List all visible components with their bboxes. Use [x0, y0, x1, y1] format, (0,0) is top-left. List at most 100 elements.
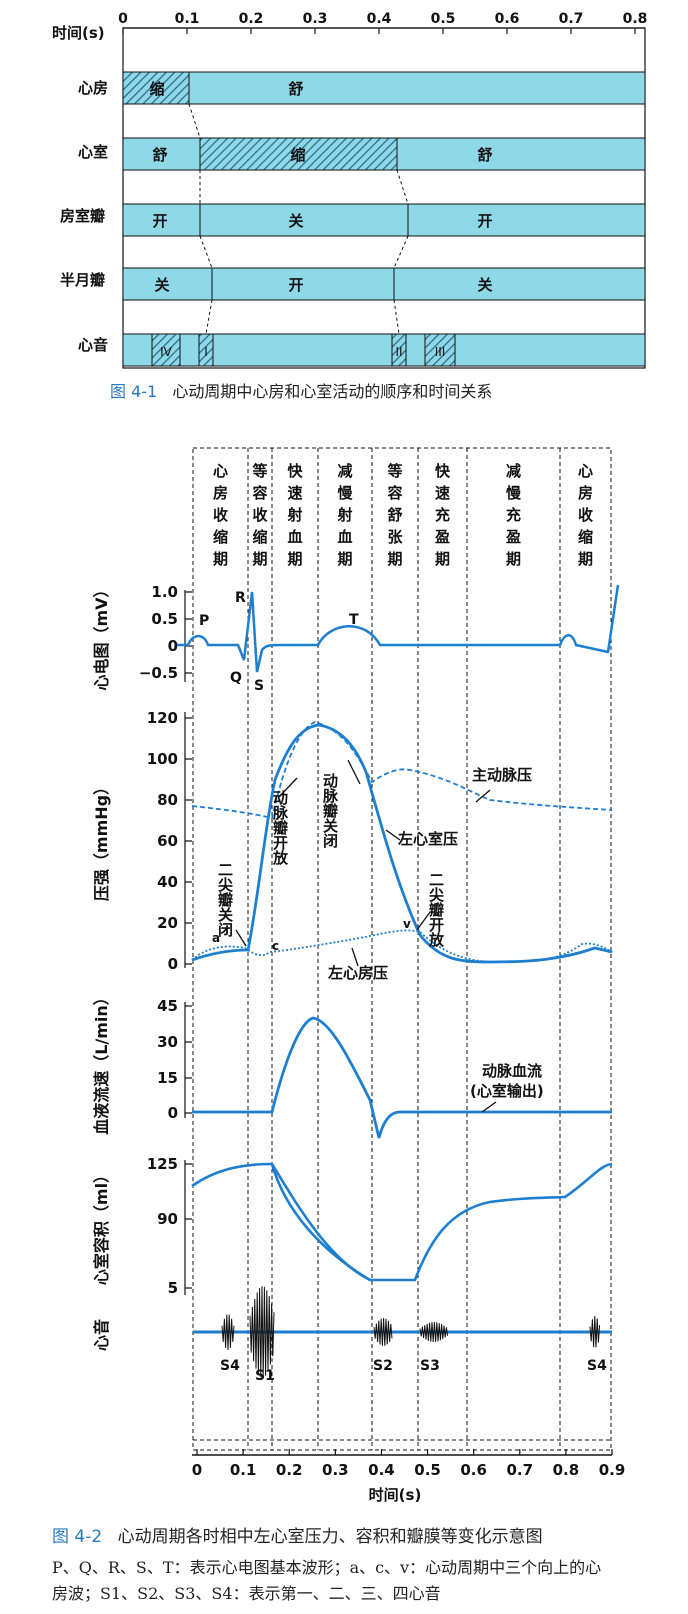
phase-label-char: 充 — [435, 506, 450, 524]
volume-ylabel: 心室容积（ml） — [92, 1167, 111, 1285]
phase-label-char: 期 — [506, 550, 521, 568]
annot-cardiac-output: (心室输出) — [470, 1082, 544, 1100]
phase-label-char: 房 — [213, 484, 228, 502]
fig1-sound-II-block — [391, 333, 407, 367]
fig1-tick-label: 0.1 — [175, 11, 200, 27]
phase-label-char: 期 — [252, 550, 267, 568]
x-tick-label: 0.5 — [414, 1461, 441, 1479]
pressure-tick-label: 80 — [157, 791, 178, 809]
ecg-label-R: R — [235, 590, 246, 606]
fig1-row-label-atrium: 心房 — [78, 79, 108, 97]
annot-aortic-pressure: 主动脉压 — [472, 766, 532, 784]
S3-burst — [419, 1321, 449, 1343]
flow-ylabel: 血液流速（L/min） — [92, 989, 111, 1135]
fig1-row-label-semilunar-valve: 半月瓣 — [60, 271, 105, 289]
ecg-label-T: T — [349, 612, 359, 628]
phase-label-char: 期 — [387, 550, 402, 568]
ecg-trace — [177, 584, 620, 673]
x-axis-label: 时间(s) — [369, 1486, 422, 1504]
x-tick-label: 0.7 — [506, 1461, 533, 1479]
volume-tick-label: 5 — [168, 1279, 178, 1297]
phase-label-char: 期 — [578, 550, 593, 568]
phase-label-char: 期 — [213, 550, 228, 568]
sound-ylabel: 心音 — [92, 1319, 111, 1351]
volume-tick-label: 125 — [147, 1155, 178, 1173]
ecg-ylabel: 心电图（mV） — [92, 581, 111, 690]
fig1-tick-label: 0.2 — [239, 11, 264, 27]
x-tick-label: 0 — [192, 1461, 202, 1479]
fig1-caption-number: 图 4-1 — [110, 382, 158, 401]
fig2-phase-dividers — [193, 448, 611, 1450]
pressure-ylabel: 压强（mmHg） — [92, 779, 111, 901]
sound-label-S4-b: S4 — [587, 1358, 607, 1374]
S1-burst — [249, 1286, 275, 1378]
phase-label-char: 心 — [578, 462, 593, 480]
pressure-tick-label: 100 — [147, 750, 178, 768]
fig1-av-valve-open-text-2: 开 — [477, 212, 492, 230]
pressure-tick-label: 0 — [168, 955, 178, 973]
fig1-av-valve-band — [122, 203, 646, 237]
ecg-tick-label: 0.5 — [151, 610, 178, 628]
ecg-label-Q: Q — [230, 670, 242, 686]
sound-label-S4-a: S4 — [220, 1358, 240, 1374]
annot-left-ventricular-pressure: 左心室压 — [397, 830, 458, 848]
phase-label-char: 慢 — [506, 484, 522, 502]
phase-label-char: 速 — [287, 484, 302, 502]
fig1-time-ticks: 0 0.1 0.2 0.3 0.4 0.5 0.6 0.7 0.8 — [118, 11, 647, 34]
flow-tick-label: 15 — [157, 1069, 178, 1087]
fig1-tick-label: 0.8 — [623, 11, 648, 27]
fig2-caption-number: 图 4-2 — [52, 1527, 103, 1547]
fig1-sound-II-label: II — [395, 345, 402, 359]
ecg-label-P: P — [199, 613, 209, 629]
pressure-tick-label: 120 — [147, 709, 178, 727]
fig2-heart-sound-panel: 心音 S4 S1 S2 S3 S4 — [92, 1286, 612, 1384]
phase-label-char: 心 — [213, 462, 228, 480]
ecg-tick-label: 0 — [168, 637, 178, 655]
fig2-cardiac-cycle-diagram: 心房收缩期等容收缩期快速射血期减慢射血期等容舒张期快速充盈期减慢充盈期心房收缩期… — [92, 447, 625, 1504]
ecg-tick-label: −0.5 — [139, 664, 178, 682]
fig1-ventricle-relax-band-1 — [122, 137, 201, 171]
flow-tick-label: 45 — [157, 997, 178, 1015]
phase-label-char: 射 — [336, 506, 352, 524]
annot-c-wave: c — [272, 939, 279, 953]
phase-label-char: 期 — [337, 550, 352, 568]
fig2-caption: 图 4-2 心动周期各时相中左心室压力、容积和瓣膜等变化示意图 — [52, 1522, 543, 1547]
fig1-atrium-contract-text: 缩 — [149, 80, 164, 98]
aortic-flow-curve — [192, 1016, 612, 1139]
sound-label-S1: S1 — [255, 1368, 275, 1384]
pressure-tick-label: 20 — [157, 914, 178, 932]
heart-sound-bursts — [221, 1286, 601, 1378]
fig1-av-valve-open-text-1: 开 — [152, 212, 167, 230]
phase-label-char: 舒 — [387, 506, 402, 524]
ventricular-volume-curve-outer — [191, 1162, 613, 1282]
phase-label-char: 射 — [286, 506, 302, 524]
phase-label-char: 张 — [387, 528, 403, 546]
fig1-ventricle-relax-band-2 — [396, 137, 646, 171]
phase-label-char: 充 — [506, 506, 521, 524]
annot-mitral-valve-close: 二尖瓣关闭 — [216, 862, 234, 938]
flow-annotation-arrow — [481, 1101, 497, 1113]
fig1-time-label: 时间(s) — [52, 24, 105, 42]
fig1-sound-IV-label: IV — [160, 345, 173, 359]
phase-label-char: 期 — [435, 550, 450, 568]
fig1-row-label-heart-sound: 心音 — [78, 336, 108, 354]
phase-label-char: 盈 — [505, 528, 521, 546]
pressure-tick-label: 40 — [157, 873, 178, 891]
phase-label-char: 容 — [251, 484, 267, 502]
fig1-semilunar-closed-text-1: 关 — [154, 276, 169, 294]
fig1-ventricle-relax-text-2: 舒 — [477, 146, 492, 164]
fig1-semilunar-closed-text-2: 关 — [477, 276, 492, 294]
aortic-pressure-curve — [191, 721, 613, 820]
volume-tick-label: 90 — [157, 1210, 178, 1228]
fig1-row-label-ventricle: 心室 — [78, 143, 108, 161]
annot-left-atrial-pressure: 左心房压 — [327, 964, 388, 982]
fig1-tick-label: 0.4 — [367, 11, 392, 27]
fig2-note-line-2: 房波；S1、S2、S3、S4：表示第一、二、三、四心音 — [52, 1584, 441, 1603]
fig1-ventricle-contract-band — [199, 137, 398, 171]
annot-aortic-valve-close: 动脉瓣关闭 — [321, 772, 339, 849]
phase-label-char: 速 — [435, 484, 450, 502]
fig1-sound-I-block — [198, 333, 214, 367]
fig2-pressure-panel: 120 100 80 60 40 20 0 压强（mmHg） 主动脉压 动脉瓣开放 动脉瓣关… — [92, 709, 613, 982]
